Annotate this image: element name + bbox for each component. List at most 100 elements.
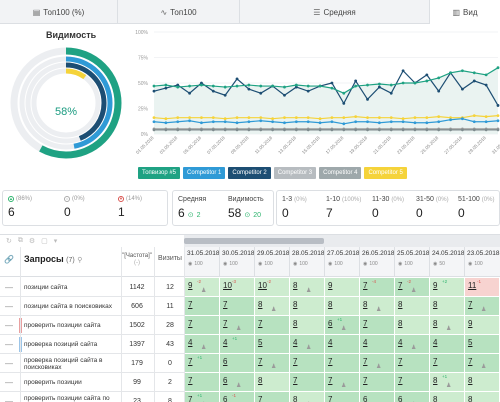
position-cell[interactable]: 8 bbox=[289, 316, 324, 335]
position-value[interactable]: 5 bbox=[258, 338, 263, 347]
data-point[interactable] bbox=[366, 97, 369, 101]
data-point[interactable] bbox=[223, 93, 227, 97]
data-point[interactable] bbox=[354, 128, 358, 132]
data-point[interactable] bbox=[401, 120, 405, 124]
position-cell[interactable]: 7 bbox=[394, 373, 429, 392]
data-point[interactable] bbox=[330, 116, 334, 120]
position-cell[interactable]: 8 bbox=[254, 373, 289, 392]
data-point[interactable] bbox=[294, 85, 298, 89]
data-point[interactable] bbox=[306, 116, 310, 120]
position-value[interactable]: 8 bbox=[433, 395, 438, 402]
data-point[interactable] bbox=[377, 85, 381, 89]
position-value[interactable]: 8 bbox=[433, 300, 438, 309]
data-point[interactable] bbox=[496, 128, 500, 132]
position-value[interactable]: 7 bbox=[258, 395, 263, 402]
position-cell[interactable]: 7 bbox=[359, 373, 394, 392]
row-toggle[interactable]: — bbox=[5, 321, 13, 330]
position-value[interactable]: 7 bbox=[468, 300, 473, 309]
data-point[interactable] bbox=[200, 83, 203, 87]
data-point[interactable] bbox=[164, 83, 168, 87]
position-cell[interactable]: 7 bbox=[254, 392, 289, 402]
data-point[interactable] bbox=[354, 115, 358, 119]
position-cell[interactable]: 9 -2 ♟ bbox=[184, 278, 219, 297]
data-point[interactable] bbox=[247, 116, 251, 120]
data-point[interactable] bbox=[152, 120, 156, 124]
data-point[interactable] bbox=[461, 128, 464, 132]
position-value[interactable]: 7 bbox=[188, 357, 193, 366]
position-value[interactable]: 8 bbox=[293, 395, 298, 402]
position-cell[interactable]: 4 +1 bbox=[219, 335, 254, 354]
data-point[interactable] bbox=[389, 120, 393, 124]
data-point[interactable] bbox=[342, 91, 346, 95]
position-value[interactable]: 8 bbox=[293, 281, 298, 290]
position-cell[interactable]: 6 -1 bbox=[219, 392, 254, 402]
data-point[interactable] bbox=[306, 84, 310, 88]
data-point[interactable] bbox=[389, 116, 393, 120]
table-row[interactable]: — проверить позиции сайта по ключевым зап… bbox=[0, 392, 184, 402]
data-point[interactable] bbox=[472, 120, 476, 124]
data-point[interactable] bbox=[401, 117, 405, 121]
tab-top100-percent[interactable]: ▤ Топ100 (%) bbox=[0, 0, 118, 24]
position-cell[interactable]: 8♟ bbox=[254, 297, 289, 316]
position-value[interactable]: 10 bbox=[223, 281, 232, 290]
row-toggle[interactable]: — bbox=[5, 302, 13, 311]
data-point[interactable] bbox=[283, 93, 286, 97]
data-point[interactable] bbox=[484, 128, 488, 132]
data-point[interactable] bbox=[223, 120, 227, 124]
data-point[interactable] bbox=[235, 128, 239, 132]
table-row[interactable]: — проверка позиций сайта 1397 43 bbox=[0, 335, 184, 354]
table-row[interactable]: — позиции сайта в поисковиках 606 11 bbox=[0, 297, 184, 316]
position-value[interactable]: 4 bbox=[433, 338, 438, 347]
data-point[interactable] bbox=[259, 128, 263, 132]
data-point[interactable] bbox=[259, 91, 263, 95]
data-point[interactable] bbox=[377, 116, 381, 120]
frequency-header[interactable]: "[Частота]" (-) bbox=[122, 253, 152, 267]
data-point[interactable] bbox=[200, 81, 203, 85]
position-cell[interactable]: 7 bbox=[219, 297, 254, 316]
data-point[interactable] bbox=[176, 83, 180, 87]
position-cell[interactable]: 5 bbox=[464, 335, 499, 354]
position-value[interactable]: 8 bbox=[398, 319, 403, 328]
position-value[interactable]: 11 bbox=[468, 281, 477, 290]
row-toggle[interactable]: — bbox=[5, 340, 13, 349]
data-point[interactable] bbox=[377, 121, 381, 125]
stat-range-31-50[interactable]: 31-50 (0%) 0 bbox=[416, 190, 449, 220]
date-column-header[interactable]: 24.05.2018 ◉ 50 bbox=[429, 247, 465, 277]
position-cell[interactable]: 6 bbox=[219, 354, 254, 373]
data-point[interactable] bbox=[366, 128, 369, 132]
position-value[interactable]: 5 bbox=[468, 338, 473, 347]
data-point[interactable] bbox=[283, 128, 286, 132]
position-value[interactable]: 7 bbox=[433, 357, 438, 366]
position-value[interactable]: 9 bbox=[468, 319, 473, 328]
position-value[interactable]: 7 bbox=[398, 357, 403, 366]
date-column-header[interactable]: 27.05.2018 ◉ 100 bbox=[324, 247, 360, 277]
position-cell[interactable]: 7 bbox=[184, 373, 219, 392]
data-point[interactable] bbox=[484, 115, 488, 119]
data-point[interactable] bbox=[366, 120, 369, 124]
position-value[interactable]: 9 bbox=[188, 281, 193, 290]
data-point[interactable] bbox=[496, 66, 500, 70]
data-point[interactable] bbox=[235, 116, 239, 120]
position-cell[interactable]: 7 bbox=[359, 316, 394, 335]
data-point[interactable] bbox=[235, 77, 239, 81]
position-value[interactable]: 6 bbox=[223, 357, 228, 366]
position-value[interactable]: 6 bbox=[223, 376, 228, 385]
data-point[interactable] bbox=[449, 118, 452, 122]
data-point[interactable] bbox=[437, 76, 441, 80]
data-point[interactable] bbox=[437, 89, 441, 93]
position-value[interactable]: 7 bbox=[363, 357, 368, 366]
position-cell[interactable]: 7 bbox=[394, 354, 429, 373]
data-point[interactable] bbox=[484, 120, 488, 124]
data-point[interactable] bbox=[342, 102, 346, 105]
data-point[interactable] bbox=[413, 116, 417, 120]
row-toggle[interactable]: — bbox=[5, 397, 13, 402]
data-point[interactable] bbox=[259, 119, 263, 123]
data-point[interactable] bbox=[425, 116, 429, 120]
row-toggle[interactable]: — bbox=[5, 359, 13, 368]
data-point[interactable] bbox=[271, 84, 275, 88]
position-value[interactable]: 8 bbox=[293, 319, 298, 328]
stat-up[interactable]: ▲ (86%) 6 bbox=[8, 190, 32, 219]
position-cell[interactable]: 6♟ bbox=[394, 392, 429, 402]
data-point[interactable] bbox=[354, 79, 358, 83]
data-point[interactable] bbox=[472, 114, 476, 118]
